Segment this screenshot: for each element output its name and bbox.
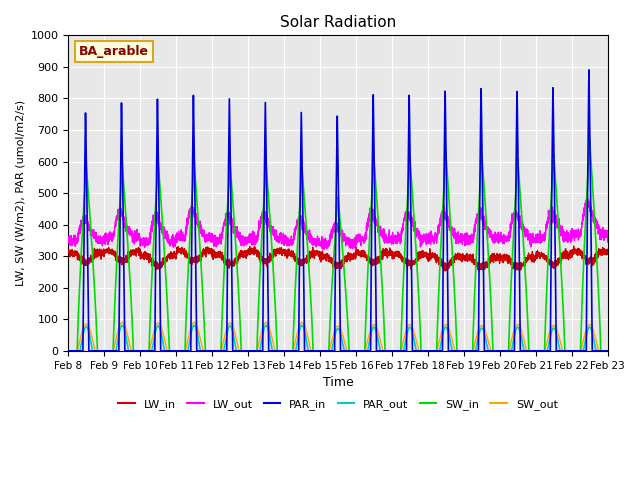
LW_in bbox=[490, 254, 497, 260]
LW_in bbox=[429, 251, 436, 257]
LW_out bbox=[351, 247, 359, 252]
LW_out bbox=[65, 238, 72, 243]
SW_in bbox=[603, 348, 611, 354]
LW_out bbox=[459, 237, 467, 242]
PAR_in bbox=[65, 348, 72, 354]
Line: PAR_in: PAR_in bbox=[68, 70, 607, 351]
Y-axis label: LW, SW (W/m2), PAR (umol/m2/s): LW, SW (W/m2), PAR (umol/m2/s) bbox=[15, 100, 25, 286]
LW_out bbox=[318, 242, 326, 248]
SW_out bbox=[318, 348, 326, 354]
LW_in bbox=[604, 251, 611, 256]
PAR_out bbox=[161, 348, 169, 354]
PAR_in bbox=[604, 348, 611, 354]
SW_out bbox=[161, 340, 169, 346]
SW_out bbox=[429, 348, 436, 354]
LW_in bbox=[161, 259, 169, 264]
PAR_in bbox=[585, 67, 593, 73]
PAR_in bbox=[318, 348, 326, 354]
LW_out bbox=[584, 196, 591, 202]
Text: BA_arable: BA_arable bbox=[79, 45, 149, 58]
Line: SW_in: SW_in bbox=[68, 140, 607, 351]
Legend: LW_in, LW_out, PAR_in, PAR_out, SW_in, SW_out: LW_in, LW_out, PAR_in, PAR_out, SW_in, S… bbox=[114, 395, 562, 415]
X-axis label: Time: Time bbox=[323, 376, 353, 389]
SW_out bbox=[459, 348, 467, 354]
PAR_out bbox=[65, 348, 72, 354]
SW_in bbox=[65, 348, 72, 354]
LW_in bbox=[318, 254, 326, 260]
Line: LW_out: LW_out bbox=[68, 199, 607, 250]
SW_in bbox=[586, 137, 593, 143]
Line: SW_out: SW_out bbox=[68, 323, 607, 351]
SW_out bbox=[118, 320, 126, 325]
LW_out bbox=[604, 239, 611, 245]
Title: Solar Radiation: Solar Radiation bbox=[280, 15, 396, 30]
SW_in bbox=[604, 348, 611, 354]
SW_in bbox=[161, 263, 169, 269]
LW_out bbox=[429, 234, 436, 240]
PAR_out bbox=[118, 323, 126, 328]
PAR_in bbox=[603, 348, 611, 354]
SW_in bbox=[429, 348, 436, 354]
PAR_in bbox=[490, 348, 497, 354]
SW_out bbox=[603, 348, 611, 354]
LW_in bbox=[459, 251, 467, 256]
PAR_in bbox=[459, 348, 467, 354]
LW_in bbox=[604, 247, 611, 252]
SW_out bbox=[604, 348, 611, 354]
PAR_out bbox=[604, 348, 611, 354]
SW_out bbox=[65, 348, 72, 354]
PAR_out bbox=[603, 348, 611, 354]
LW_out bbox=[490, 232, 497, 238]
LW_in bbox=[570, 243, 577, 249]
SW_in bbox=[490, 348, 497, 354]
LW_in bbox=[65, 249, 72, 255]
LW_in bbox=[476, 268, 483, 274]
LW_out bbox=[161, 230, 169, 236]
PAR_out bbox=[429, 348, 436, 354]
PAR_out bbox=[318, 348, 326, 354]
PAR_in bbox=[161, 348, 169, 354]
SW_out bbox=[490, 348, 497, 354]
Line: PAR_out: PAR_out bbox=[68, 325, 607, 351]
PAR_in bbox=[429, 348, 436, 354]
Line: LW_in: LW_in bbox=[68, 246, 607, 271]
SW_in bbox=[459, 348, 467, 354]
LW_out bbox=[604, 234, 611, 240]
PAR_out bbox=[490, 348, 497, 354]
SW_in bbox=[318, 348, 326, 354]
PAR_out bbox=[459, 348, 467, 354]
